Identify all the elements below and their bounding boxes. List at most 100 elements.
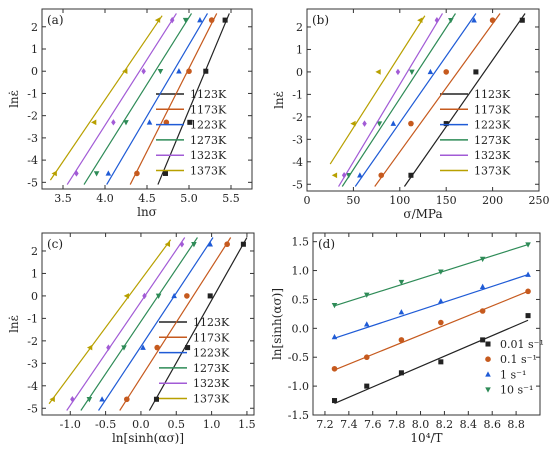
y-tick-label: 1.0 — [292, 265, 310, 278]
data-point — [51, 170, 57, 177]
data-point — [140, 344, 146, 350]
data-point — [157, 68, 164, 75]
y-tick-label: -3 — [292, 133, 303, 146]
data-point — [362, 120, 367, 127]
legend-label: 1123K — [474, 88, 511, 101]
data-point — [350, 120, 356, 127]
y-tick-label: 2 — [31, 21, 38, 34]
data-point — [111, 119, 116, 126]
x-axis-label: σ/MPa — [403, 207, 442, 221]
data-point — [363, 292, 370, 298]
fit-line — [338, 13, 444, 187]
fit-line — [66, 237, 186, 411]
data-point — [208, 17, 215, 23]
data-point — [443, 121, 449, 127]
x-axis-label: ln[sinh(ασ)] — [112, 431, 184, 444]
fit-line — [80, 237, 198, 411]
data-point — [471, 17, 477, 23]
y-tick-label: -1.0 — [288, 380, 309, 393]
fit-line — [129, 13, 218, 185]
data-point — [176, 68, 182, 74]
series-4 — [338, 13, 444, 187]
fit-line — [48, 239, 172, 405]
data-point — [341, 172, 347, 179]
x-axis-label: 10⁴/T — [410, 431, 442, 444]
legend-swatch — [485, 387, 491, 393]
y-tick-label: -1 — [27, 87, 38, 100]
fit-line — [157, 13, 230, 185]
legend-label: 1123K — [193, 316, 230, 329]
panel-d: 7.2 7.4 7.6 7.8 8.0 8.2 8.4 8.6 8.8 -1.5 -1.0 -0.5 0… — [270, 232, 544, 445]
data-point — [376, 121, 383, 127]
x-tick-label: 4.5 — [138, 192, 156, 205]
series-0 — [157, 13, 230, 185]
series-5 — [48, 239, 172, 405]
data-point — [191, 241, 197, 248]
y-axis-label: lnε̇ — [7, 315, 21, 333]
series-4 — [66, 13, 177, 185]
fit-line — [83, 13, 193, 185]
data-point — [479, 256, 486, 263]
series-2 — [331, 271, 531, 340]
data-point — [473, 69, 479, 75]
data-point — [182, 17, 189, 24]
fit-line — [98, 237, 214, 411]
data-point — [169, 16, 175, 24]
series-1 — [129, 13, 218, 185]
fit-line — [374, 13, 501, 187]
legend-label: 1223K — [474, 119, 511, 132]
legend-label: 1123K — [190, 88, 227, 101]
data-point — [479, 308, 486, 314]
data-point — [105, 170, 112, 176]
data-point — [185, 345, 191, 351]
data-point — [93, 171, 100, 177]
legend-swatch — [485, 356, 491, 363]
data-point — [408, 172, 414, 178]
series-3 — [331, 242, 531, 309]
panel-label: (b) — [312, 13, 329, 27]
series-0 — [403, 13, 526, 187]
data-point — [74, 170, 79, 177]
data-point — [363, 354, 370, 361]
series-4 — [66, 237, 186, 411]
data-point — [357, 172, 363, 178]
y-tick-label: 0 — [31, 290, 38, 303]
data-point — [121, 345, 127, 351]
data-point — [378, 172, 385, 179]
fit-line — [403, 13, 526, 187]
data-point — [331, 398, 338, 404]
data-point — [479, 283, 486, 289]
y-tick-label: -1 — [292, 88, 303, 101]
plot-frame — [41, 232, 255, 416]
y-tick-label: -1 — [27, 312, 38, 325]
legend-label: 10 s⁻¹ — [500, 384, 533, 397]
y-tick-label: 0 — [31, 65, 38, 78]
y-tick-label: -2 — [292, 111, 303, 124]
data-point — [345, 173, 352, 179]
data-point — [224, 241, 230, 248]
data-point — [91, 119, 97, 126]
y-tick-label: -5 — [27, 402, 38, 415]
data-point — [364, 383, 370, 389]
data-point — [146, 119, 153, 125]
data-point — [438, 269, 444, 275]
series-1 — [374, 13, 501, 187]
data-point — [525, 313, 531, 319]
x-axis-label: lnσ — [137, 205, 157, 219]
y-tick-label: 1 — [31, 267, 38, 280]
x-tick-label: 0.0 — [132, 418, 150, 431]
y-tick-label: -2 — [27, 110, 38, 123]
y-tick-label: -2 — [27, 335, 38, 348]
legend-label: 1223K — [193, 347, 230, 360]
data-point — [427, 68, 434, 75]
data-point — [154, 344, 160, 351]
series-5 — [329, 15, 426, 179]
data-point — [70, 396, 75, 403]
x-tick-label: 100 — [389, 194, 410, 207]
data-point — [398, 337, 405, 343]
series-2 — [354, 13, 477, 187]
fit-line — [66, 13, 177, 185]
x-tick-label: 8.4 — [460, 418, 478, 431]
data-point — [49, 396, 55, 403]
